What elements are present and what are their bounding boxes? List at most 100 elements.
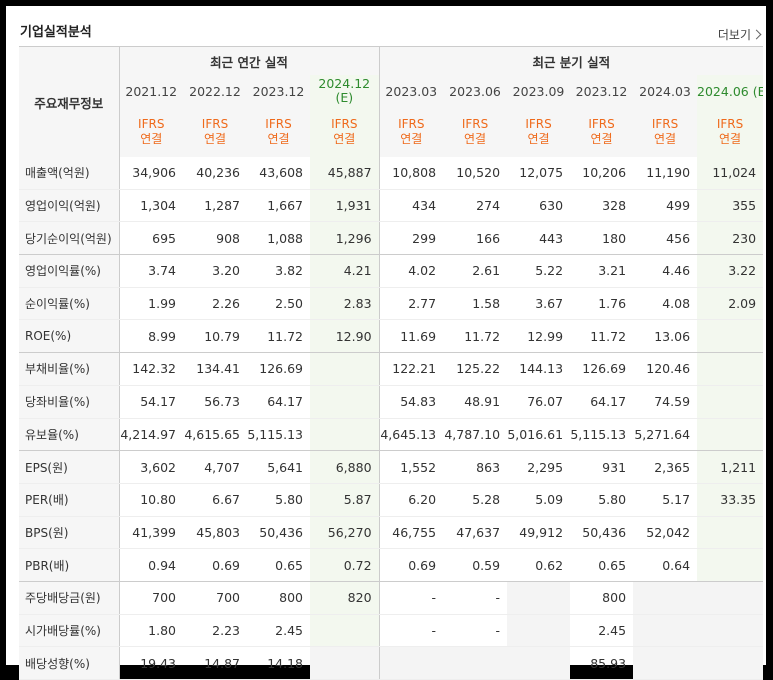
financial-table: 주요재무정보 최근 연간 실적 최근 분기 실적 2021.12 2022.12 2… (19, 46, 764, 680)
value-cell (697, 614, 764, 648)
value-cell: 1,088 (247, 221, 310, 256)
ifrs-label: IFRS (651, 117, 679, 131)
value-cell: 12.99 (507, 319, 571, 354)
value-cell: 6.67 (183, 483, 247, 517)
period-header: 2024.12 (E) (310, 75, 380, 107)
consolidated-label: 연결 (140, 132, 163, 146)
table-row: 부채비율(%) 142.32 134.41 126.69 122.21 125.22 144… (19, 352, 764, 386)
period-header: 2023.03 (378, 75, 444, 107)
table-row: 유보율(%) 4,214.97 4,615.65 5,115.13 4,645.13 4,… (19, 418, 764, 452)
value-cell: 700 (118, 581, 183, 615)
value-cell: 50,436 (247, 516, 310, 550)
value-cell: 120.46 (633, 352, 698, 386)
section-title: 기업실적분석 (20, 25, 92, 40)
header-group-row: 주요재무정보 최근 연간 실적 최근 분기 실적 (19, 46, 764, 157)
ifrs-label: IFRS (588, 117, 615, 131)
table-body: 매출액(억원) 34,906 40,236 43,608 45,887 10,808 10,… (19, 157, 764, 680)
value-cell: 4,787.10 (443, 418, 508, 452)
table-row: BPS(원) 41,399 45,803 50,436 56,270 46,755 47,6… (19, 516, 764, 550)
ifrs-header-row: IFRS 연결 IFRS 연결 IFRS 연결 IFRS 연결 IFRS 연결 IFRS 연결 IFRS… (19, 107, 764, 157)
row-label: EPS(원) (19, 450, 119, 484)
table-row: EPS(원) 3,602 4,707 5,641 6,880 1,552 863 2,295 9… (19, 450, 764, 484)
value-cell: 125.22 (443, 352, 508, 386)
estimate-mark: (E) (335, 90, 354, 105)
value-cell: 142.32 (118, 352, 183, 386)
value-cell: 64.17 (570, 385, 634, 419)
value-cell: 54.83 (378, 385, 444, 419)
value-cell (310, 352, 380, 386)
value-cell: 0.65 (570, 548, 634, 582)
row-label: 배당성향(%) (19, 646, 119, 680)
period-header: 2022.12 (183, 75, 247, 107)
value-cell: 0.64 (633, 548, 698, 582)
more-label: 더보기 (717, 28, 751, 42)
value-cell: 34,906 (118, 157, 183, 190)
value-cell: 2.45 (247, 614, 310, 648)
value-cell (697, 418, 764, 452)
value-cell: 14.18 (247, 646, 310, 680)
value-cell: 700 (183, 581, 247, 615)
value-cell: 14.87 (183, 646, 247, 680)
value-cell: 19.43 (118, 646, 183, 680)
value-cell: 144.13 (507, 352, 571, 386)
value-cell: 1,287 (183, 189, 247, 223)
value-cell: 274 (443, 189, 508, 223)
ifrs-label: IFRS (461, 117, 489, 131)
value-cell: 1,552 (378, 450, 444, 484)
value-cell: 800 (247, 581, 310, 615)
value-cell: 2.61 (443, 254, 508, 288)
row-label: 순이익률(%) (19, 287, 119, 321)
value-cell: 2.50 (247, 287, 310, 321)
value-cell: 443 (507, 221, 571, 256)
table-row: 당좌비율(%) 54.17 56.73 64.17 54.83 48.91 76.07 64.… (19, 385, 764, 419)
value-cell (507, 646, 571, 680)
ifrs-badge: IFRS 연결 (183, 107, 247, 157)
value-cell: 1.58 (443, 287, 508, 321)
value-cell: 46,755 (378, 516, 444, 550)
period-label: 2023.12 (252, 83, 305, 99)
ifrs-badge: IFRS 연결 (507, 107, 571, 157)
value-cell (697, 385, 764, 419)
value-cell: 4.08 (633, 287, 698, 321)
period-label: 2022.12 (189, 83, 241, 99)
ifrs-label: IFRS (525, 117, 552, 131)
value-cell (507, 581, 571, 615)
ifrs-label: IFRS (716, 117, 744, 131)
value-cell: 166 (443, 221, 508, 256)
value-cell: 122.21 (378, 352, 444, 386)
value-cell: 0.69 (378, 548, 444, 582)
value-cell: 40,236 (183, 157, 247, 190)
row-label: 부채비율(%) (19, 352, 119, 386)
period-label: 2023.03 (385, 83, 438, 99)
period-label: 2024.06 (697, 83, 749, 99)
value-cell: 10.80 (118, 483, 183, 517)
row-label: BPS(원) (19, 516, 119, 550)
value-cell: 5.22 (507, 254, 571, 288)
value-cell: 3.67 (507, 287, 571, 321)
value-cell (507, 614, 571, 648)
table-row: 배당성향(%) 19.43 14.87 14.18 85.93 (19, 646, 764, 680)
value-cell: 56.73 (183, 385, 247, 419)
value-cell: 12.90 (310, 319, 380, 354)
value-cell: 50,436 (570, 516, 634, 550)
value-cell: 863 (443, 450, 508, 484)
value-cell: 4.21 (310, 254, 380, 288)
value-cell: 2,295 (507, 450, 571, 484)
value-cell: 630 (507, 189, 571, 223)
table-row: 주당배당금(원) 700 700 800 820- -800 (19, 581, 764, 615)
annual-group-header: 최근 연간 실적 (118, 46, 380, 75)
row-label: 영업이익률(%) (19, 254, 119, 288)
value-cell: 43,608 (247, 157, 310, 190)
value-cell: 3.20 (183, 254, 247, 288)
table-row: 시가배당률(%) 1.80 2.23 2.45- -2.45 (19, 614, 764, 648)
consolidated-label: 연결 (719, 132, 742, 146)
value-cell: 1,304 (118, 189, 183, 223)
value-cell: 4.46 (633, 254, 698, 288)
value-cell: 695 (118, 221, 183, 256)
more-link[interactable]: 더보기 (717, 26, 762, 43)
row-label: 당좌비율(%) (19, 385, 119, 419)
value-cell: 5,115.13 (247, 418, 310, 452)
value-cell: 2.26 (183, 287, 247, 321)
period-label: 2021.12 (125, 83, 178, 99)
value-cell (697, 319, 764, 354)
